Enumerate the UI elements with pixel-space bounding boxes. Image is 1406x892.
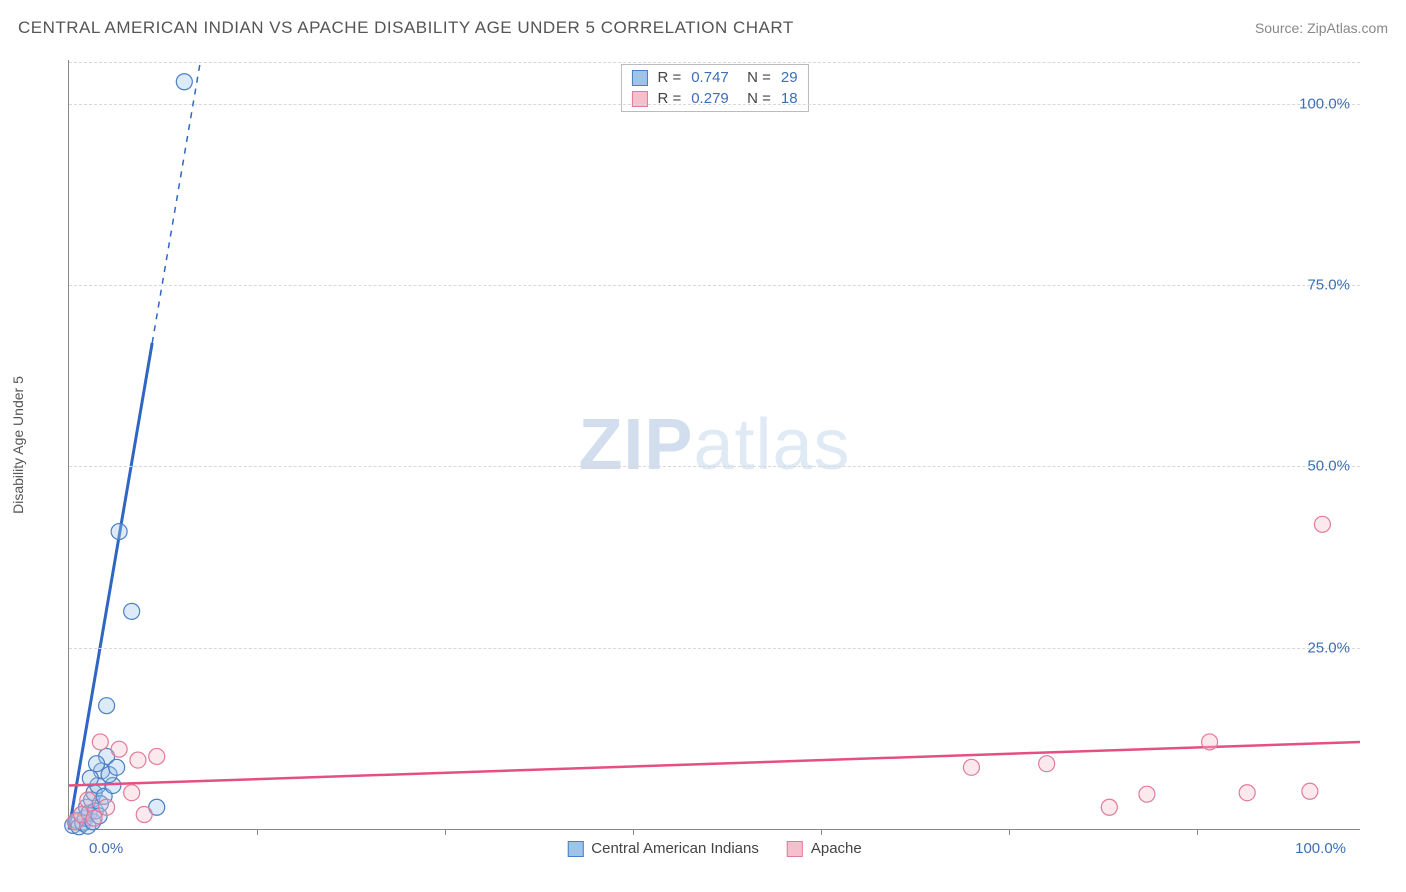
chart-header: CENTRAL AMERICAN INDIAN VS APACHE DISABI… xyxy=(18,18,1388,38)
source-prefix: Source: xyxy=(1255,20,1307,36)
data-point xyxy=(176,74,192,90)
legend-swatch-0 xyxy=(631,70,647,86)
x-axis-max-label: 100.0% xyxy=(1295,840,1346,857)
legend-item-0: Central American Indians xyxy=(567,840,759,857)
legend-swatch-icon xyxy=(567,841,583,857)
legend-row-series-0: R = 0.747 N = 29 xyxy=(631,67,797,88)
series-legend: Central American Indians Apache xyxy=(567,840,861,857)
x-tick xyxy=(821,829,822,835)
data-point xyxy=(111,741,127,757)
chart-area: Disability Age Under 5 ZIPatlas R = 0.74… xyxy=(50,60,1360,830)
x-tick xyxy=(257,829,258,835)
x-tick xyxy=(1197,829,1198,835)
gridline xyxy=(69,648,1360,649)
data-point xyxy=(963,759,979,775)
x-tick xyxy=(1009,829,1010,835)
regression-line xyxy=(69,742,1360,786)
data-point xyxy=(1139,786,1155,802)
x-axis-min-label: 0.0% xyxy=(89,840,123,857)
plot-region: ZIPatlas R = 0.747 N = 29 R = 0.279 N = … xyxy=(68,60,1360,830)
data-point xyxy=(1101,799,1117,815)
data-point xyxy=(89,756,105,772)
legend-item-1: Apache xyxy=(787,840,862,857)
data-point xyxy=(80,792,96,808)
legend-r-value-0: 0.747 xyxy=(691,69,729,86)
legend-row-series-1: R = 0.279 N = 18 xyxy=(631,88,797,109)
gridline xyxy=(69,104,1360,105)
data-point xyxy=(130,752,146,768)
gridline xyxy=(69,466,1360,467)
y-tick-label: 25.0% xyxy=(1307,639,1350,656)
data-point xyxy=(124,785,140,801)
scatter-svg xyxy=(69,60,1360,829)
data-point xyxy=(1202,734,1218,750)
data-point xyxy=(86,810,102,826)
data-point xyxy=(136,806,152,822)
data-point xyxy=(111,524,127,540)
y-tick-label: 50.0% xyxy=(1307,458,1350,475)
y-axis-label: Disability Age Under 5 xyxy=(10,376,26,514)
regression-line-dashed xyxy=(152,60,200,343)
data-point xyxy=(1302,783,1318,799)
data-point xyxy=(99,698,115,714)
x-tick xyxy=(445,829,446,835)
data-point xyxy=(99,799,115,815)
correlation-legend: R = 0.747 N = 29 R = 0.279 N = 18 xyxy=(620,64,808,112)
legend-r-label: R = xyxy=(657,69,681,86)
gridline xyxy=(69,285,1360,286)
source-name: ZipAtlas.com xyxy=(1307,20,1388,36)
data-point xyxy=(124,603,140,619)
legend-swatch-icon xyxy=(787,841,803,857)
chart-title: CENTRAL AMERICAN INDIAN VS APACHE DISABI… xyxy=(18,18,794,38)
data-point xyxy=(1239,785,1255,801)
data-point xyxy=(92,734,108,750)
data-point xyxy=(149,748,165,764)
y-tick-label: 75.0% xyxy=(1307,276,1350,293)
data-point xyxy=(1314,516,1330,532)
legend-label-1: Apache xyxy=(811,840,862,857)
data-point xyxy=(1039,756,1055,772)
gridline xyxy=(69,62,1360,63)
data-point xyxy=(109,759,125,775)
chart-source: Source: ZipAtlas.com xyxy=(1255,20,1388,36)
y-tick-label: 100.0% xyxy=(1299,95,1350,112)
legend-label-0: Central American Indians xyxy=(591,840,759,857)
legend-n-label: N = xyxy=(739,69,771,86)
x-tick xyxy=(633,829,634,835)
legend-n-value-0: 29 xyxy=(781,69,798,86)
